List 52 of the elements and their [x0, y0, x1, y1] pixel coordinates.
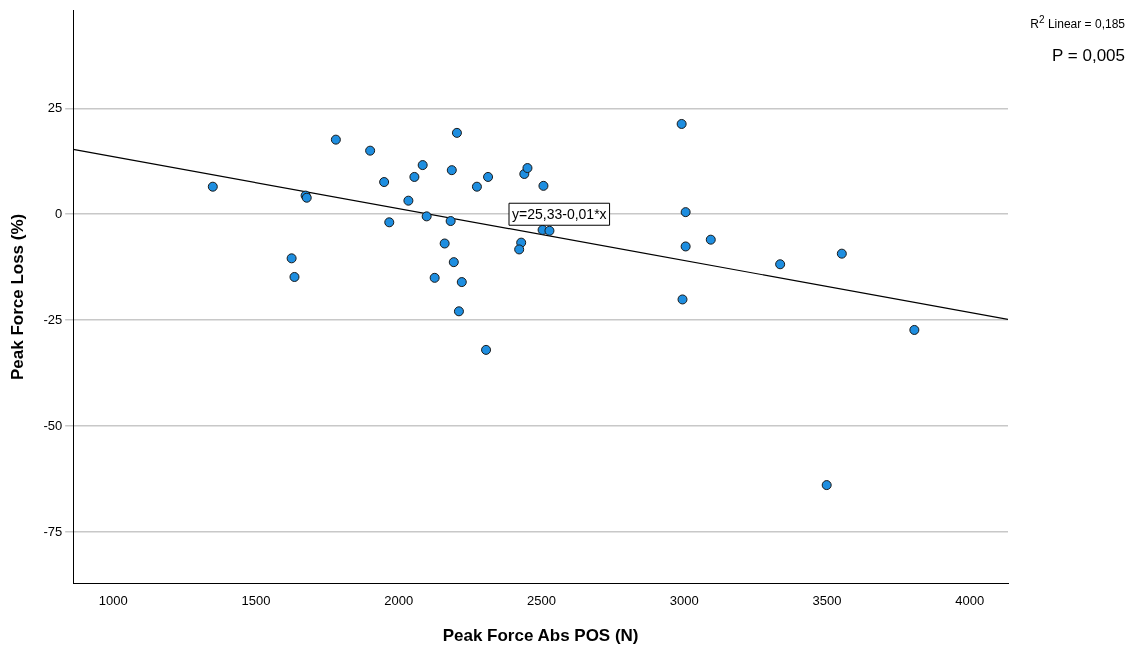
point: [330, 134, 341, 145]
x-tick-label: 1500: [241, 593, 271, 609]
text: P = 0,005: [1052, 46, 1125, 66]
point: [379, 177, 390, 188]
y-tick-label: 25: [47, 99, 63, 115]
text: R$^{2}$ Linear = 0,185: [1030, 14, 1125, 31]
point: [445, 216, 456, 227]
point: [775, 259, 786, 270]
point: [286, 253, 297, 264]
point: [483, 171, 494, 182]
point: [677, 294, 688, 305]
point: [676, 118, 687, 129]
y-tick-label: -25: [43, 311, 63, 327]
point: [289, 271, 300, 282]
point: [439, 238, 450, 249]
point: [448, 257, 459, 268]
point: [836, 248, 847, 259]
point: [453, 306, 464, 317]
point: [514, 244, 525, 255]
point: [821, 480, 832, 491]
x-tick-label: 1000: [98, 593, 128, 609]
point: [429, 272, 440, 283]
point: [421, 211, 432, 222]
y-axis-title: Peak Force Loss (%): [7, 213, 27, 381]
point: [705, 234, 716, 245]
annotation: y=25,33-0,01*x: [512, 206, 607, 223]
point: [384, 217, 395, 228]
x-tick-label: 3000: [669, 593, 699, 609]
point: [365, 145, 376, 156]
point: [456, 277, 467, 288]
point: [680, 241, 691, 252]
point: [909, 324, 920, 335]
point: [207, 181, 218, 192]
point: [471, 181, 482, 192]
point: [544, 225, 555, 236]
y-tick-label: -50: [43, 417, 63, 433]
x-tick-label: 3500: [812, 593, 842, 609]
point: [417, 160, 428, 171]
x-axis-title: Peak Force Abs POS (N): [442, 626, 639, 646]
x-tick-label: 2000: [384, 593, 414, 609]
y-tick-label: 0: [54, 205, 63, 221]
point: [403, 195, 414, 206]
point: [680, 207, 691, 218]
x-tick-label: 4000: [955, 593, 985, 609]
point: [538, 180, 549, 191]
x-tick-label: 2500: [526, 593, 556, 609]
point: [481, 344, 492, 355]
point: [446, 165, 457, 176]
point: [451, 127, 462, 138]
y-tick-label: -75: [43, 523, 63, 539]
point: [409, 171, 420, 182]
point: [522, 163, 533, 174]
